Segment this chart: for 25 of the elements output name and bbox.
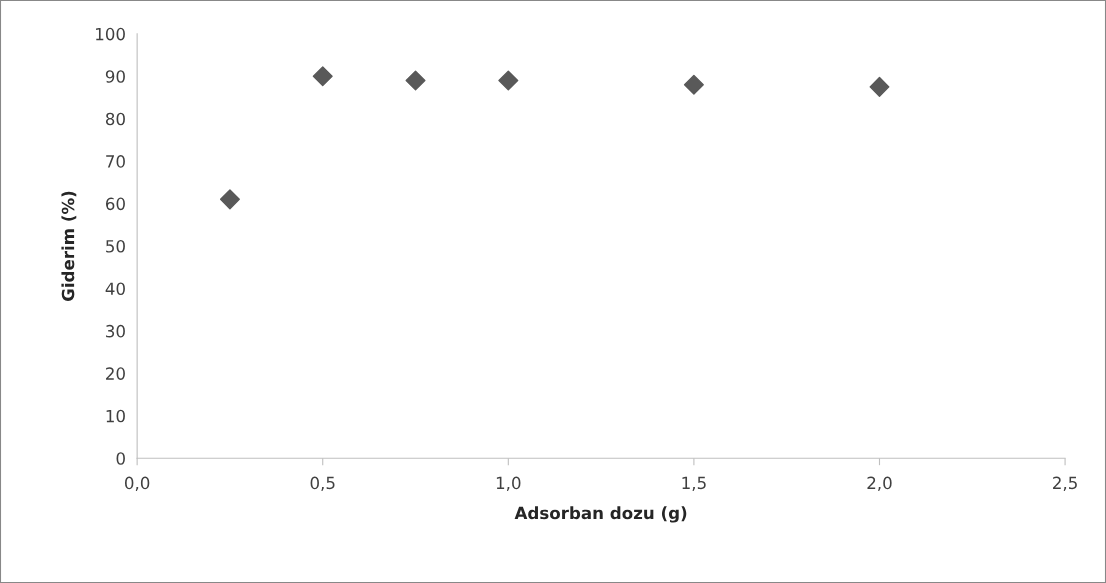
y-tick-label: 20	[106, 367, 125, 380]
point	[869, 76, 890, 97]
x-tick-label: 1,5	[682, 476, 706, 491]
y-tick-label: 0	[116, 452, 125, 465]
x-axis-title: Adsorban dozu (g)	[514, 506, 687, 523]
y-tick-label: 70	[106, 155, 125, 168]
y-tick-label: 40	[105, 282, 125, 296]
x-tick-label: 1,0	[496, 476, 521, 491]
x-tick-label: 2,0	[867, 476, 892, 491]
y-tick-label: 90	[105, 70, 125, 83]
y-axis-title: Giderim (%)	[61, 191, 77, 302]
x-tick-label: 0,5	[310, 476, 335, 491]
point	[312, 66, 333, 87]
y-tick-label: 50	[106, 239, 125, 253]
point	[683, 74, 704, 95]
y-tick-label: 80	[105, 112, 125, 126]
point	[498, 70, 519, 91]
point	[405, 70, 426, 91]
x-tick-label: 2,5	[1053, 476, 1077, 491]
y-tick-label: 30	[106, 324, 125, 338]
y-tick-label: 100	[96, 27, 125, 41]
y-tick-label: 60	[105, 197, 125, 211]
point	[219, 189, 240, 210]
y-tick-label: 10	[106, 409, 125, 423]
x-tick-label: 0,0	[124, 476, 150, 491]
